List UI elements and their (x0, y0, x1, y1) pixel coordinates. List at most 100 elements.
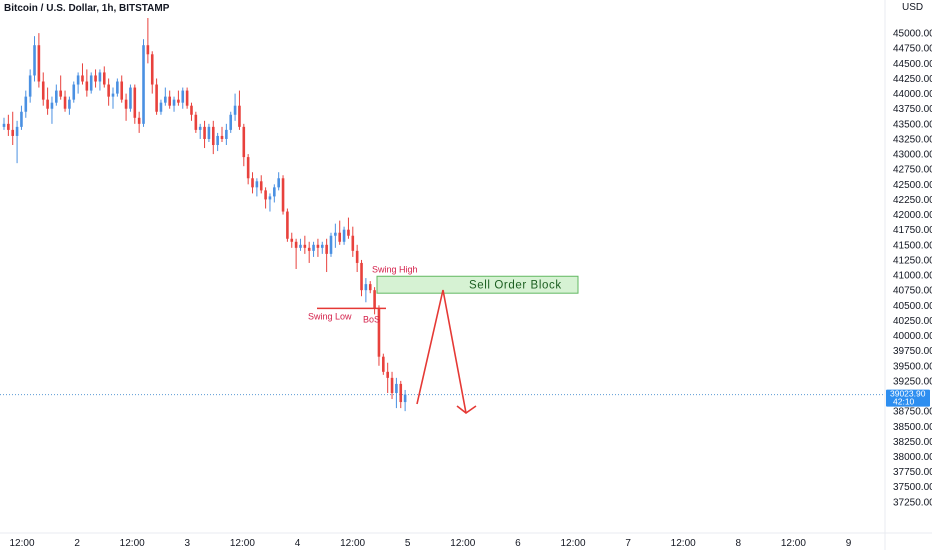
candle (24, 90, 28, 118)
price-tick-label: 39250.00 (893, 376, 932, 387)
candle-body (299, 244, 302, 248)
candle (194, 111, 198, 133)
price-tick-label: 40500.00 (893, 301, 932, 312)
candle-body (172, 99, 176, 106)
symbol-title: Bitcoin / U.S. Dollar, 1h, BITSTAMP (4, 3, 170, 14)
time-tick-label: 4 (295, 538, 301, 549)
candle (399, 380, 403, 409)
candle-body (347, 229, 350, 236)
price-tick-label: 41500.00 (893, 240, 932, 251)
time-axis[interactable]: 12:00 2 12:00 3 12:00 4 12:00 5 12:00 6 12:00 7 12:0… (9, 538, 851, 549)
candle (107, 78, 110, 106)
time-tick-label: 12:00 (781, 538, 806, 549)
candle-body (15, 126, 19, 136)
candle-body (72, 84, 76, 100)
candle (203, 120, 206, 149)
candle-body (281, 178, 285, 212)
candle-body (325, 244, 328, 254)
candle-body (81, 75, 84, 82)
candle-body (268, 196, 272, 200)
candle-body (338, 232, 342, 242)
candle-body (198, 126, 202, 130)
candle-body (277, 178, 280, 188)
candle-body (155, 84, 158, 112)
candle-body (111, 93, 115, 97)
price-tick-label: 40000.00 (893, 331, 932, 342)
candle-body (190, 105, 193, 115)
candle (2, 117, 6, 130)
candle (46, 87, 49, 115)
price-tick-label: 42750.00 (893, 165, 932, 176)
candle (28, 69, 32, 103)
candle-body (229, 114, 233, 130)
candle-body (395, 383, 398, 393)
currency-label: USD (902, 2, 923, 13)
candle-body (146, 45, 150, 55)
sell-order-block-zone[interactable] (376, 275, 579, 294)
candle-body (76, 75, 80, 85)
time-tick-label: 12:00 (120, 538, 145, 549)
candle (137, 111, 141, 133)
candle (198, 123, 202, 139)
candle-body (225, 129, 228, 139)
candle (316, 238, 320, 257)
projected-path-arrow[interactable] (416, 289, 467, 414)
candle (41, 72, 45, 106)
time-tick-label: 9 (846, 538, 852, 549)
candle-body (41, 81, 45, 100)
candle (255, 178, 259, 197)
last-price-tag: 39023.90 42:10 (886, 389, 930, 407)
candle-body (181, 90, 185, 103)
candle (33, 36, 36, 82)
candle-body (286, 211, 289, 239)
candle (81, 63, 84, 85)
candle (55, 84, 58, 106)
time-tick-label: 8 (736, 538, 742, 549)
price-tick-label: 44750.00 (893, 44, 932, 55)
price-tick-label: 37750.00 (893, 467, 932, 478)
candle (211, 120, 215, 155)
candle (76, 72, 80, 94)
candle-body (59, 90, 62, 97)
candle-body (168, 96, 171, 106)
time-tick-label: 12:00 (230, 538, 255, 549)
candle-body (68, 99, 71, 109)
price-tick-label: 38250.00 (893, 437, 932, 448)
candle-body (211, 126, 215, 146)
candle-body (177, 99, 180, 103)
candle-body (294, 241, 298, 248)
candle-body (116, 81, 119, 94)
candle-body (273, 187, 276, 197)
price-tick-label: 43000.00 (893, 150, 932, 161)
candle-body (316, 244, 320, 248)
candle-body (255, 181, 259, 188)
candle-body (150, 54, 154, 85)
price-axis[interactable]: 45000.00 44750.00 44500.00 44250.00 44000.00… (893, 29, 932, 509)
candle (403, 389, 407, 412)
candle-body (85, 81, 89, 91)
candle-body (2, 123, 6, 127)
price-tick-label: 39750.00 (893, 346, 932, 357)
price-tick-label: 38500.00 (893, 422, 932, 433)
candle-body (7, 123, 10, 130)
time-tick-label: 6 (515, 538, 521, 549)
candle (307, 241, 311, 263)
candle (360, 259, 363, 297)
candle (50, 96, 54, 124)
candle (172, 96, 176, 112)
candle (225, 123, 228, 146)
candle (150, 51, 154, 94)
candle (72, 81, 76, 103)
candle (347, 217, 350, 239)
price-tick-label: 43750.00 (893, 104, 932, 115)
candle-body (320, 244, 324, 248)
candle-body (55, 90, 58, 103)
price-tick-label: 41750.00 (893, 225, 932, 236)
candle (207, 123, 211, 142)
candle-body (290, 238, 294, 242)
candle-body (382, 356, 385, 372)
candle-body (403, 394, 407, 403)
bos-label: BoS (363, 314, 380, 324)
